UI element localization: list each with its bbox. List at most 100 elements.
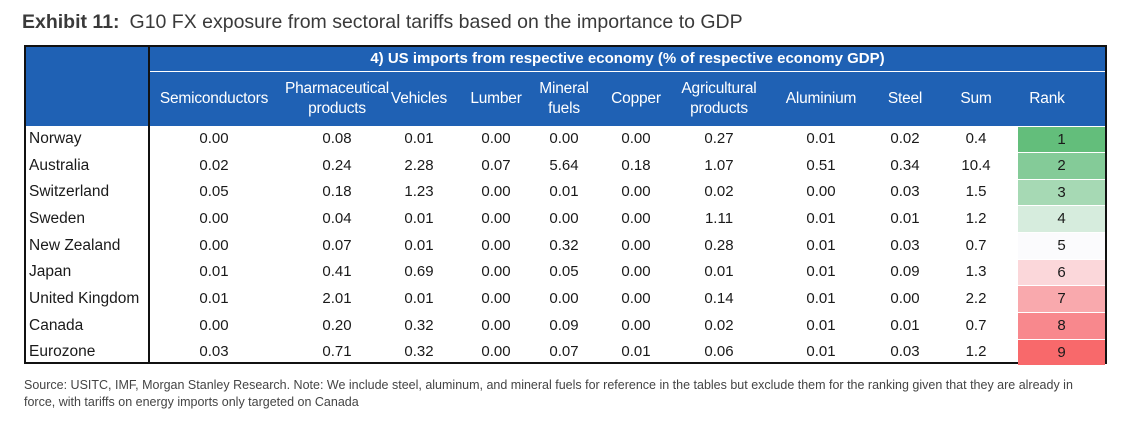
data-table: 4) US imports from respective economy (%… <box>24 45 1107 366</box>
row-country: Switzerland <box>29 183 110 201</box>
table-cell: 0.14 <box>704 289 734 307</box>
table-cell: 0.01 <box>806 236 836 254</box>
table-cell: 0.02 <box>704 183 734 201</box>
table-cell: 0.01 <box>199 263 229 281</box>
table-cell: 0.00 <box>549 289 579 307</box>
rank-cell: 3 <box>1018 179 1105 206</box>
table-cell: 0.18 <box>621 156 651 174</box>
table-caption: 4) US imports from respective economy (%… <box>150 47 1105 72</box>
table-cell: 0.71 <box>322 343 352 361</box>
table-cell: 0.34 <box>890 156 920 174</box>
table-cell: 0.06 <box>704 343 734 361</box>
table-cell: 0.02 <box>199 156 229 174</box>
column-header: Semiconductors <box>159 89 269 107</box>
country-header <box>26 47 148 126</box>
table-cell: 0.09 <box>890 263 920 281</box>
table-cell: 0.4 <box>965 130 987 147</box>
table-cell: 0.03 <box>890 236 920 254</box>
row-country: Norway <box>29 130 82 147</box>
table-cell: 0.00 <box>621 289 651 307</box>
column-header: Agricultural products <box>681 79 757 117</box>
table-cell: 0.00 <box>621 236 651 254</box>
table-cell: 0.20 <box>322 316 352 334</box>
table-cell: 0.08 <box>322 130 352 147</box>
table-cell: 0.04 <box>322 209 352 227</box>
table-cell: 0.00 <box>549 130 579 147</box>
table-cell: 1.2 <box>965 343 987 361</box>
table-cell: 0.00 <box>481 263 511 281</box>
table-cell: 0.18 <box>322 183 352 201</box>
table-cell: 0.00 <box>621 263 651 281</box>
table-cell: 0.41 <box>322 263 352 281</box>
table-cell: 0.00 <box>199 236 229 254</box>
table-cell: 0.00 <box>621 209 651 227</box>
table-cell: 0.01 <box>806 209 836 227</box>
rank-cell: 6 <box>1018 259 1105 286</box>
row-country: Australia <box>29 156 90 174</box>
column-header: Aluminium <box>785 89 857 107</box>
table-cell: 0.01 <box>806 289 836 307</box>
table-cell: 0.00 <box>806 183 836 201</box>
table-cell: 0.28 <box>704 236 734 254</box>
table-cell: 0.05 <box>549 263 579 281</box>
table-cell: 0.7 <box>965 316 987 334</box>
rank-cell: 2 <box>1018 153 1105 179</box>
table-cell: 0.00 <box>621 316 651 334</box>
column-header: Mineral fuels <box>539 79 589 117</box>
table-cell: 0.27 <box>704 130 734 147</box>
table-cell: 0.24 <box>322 156 352 174</box>
table-cell: 0.07 <box>549 343 579 361</box>
table-cell: 0.00 <box>481 343 511 361</box>
table-cell: 0.02 <box>704 316 734 334</box>
table-cell: 2.28 <box>404 156 434 174</box>
table-cell: 0.03 <box>890 183 920 201</box>
exhibit-title: Exhibit 11: G10 FX exposure from sectoral… <box>22 8 743 36</box>
table-cell: 2.01 <box>322 289 352 307</box>
table-cell: 0.69 <box>404 263 434 281</box>
column-header: Pharmaceutical products <box>284 79 390 117</box>
table-cell: 0.01 <box>806 263 836 281</box>
table-cell: 0.01 <box>404 236 434 254</box>
country-column <box>26 47 150 362</box>
exhibit-label: Exhibit 11: <box>22 11 120 33</box>
table-cell: 0.01 <box>404 209 434 227</box>
rank-cell: 9 <box>1018 339 1105 366</box>
table-cell: 0.00 <box>481 130 511 147</box>
table-cell: 5.64 <box>549 156 579 174</box>
rank-cell: 8 <box>1018 313 1105 339</box>
column-header: Steel <box>887 89 923 107</box>
table-cell: 1.07 <box>704 156 734 174</box>
table-header: 4) US imports from respective economy (%… <box>150 47 1105 126</box>
table-cell: 0.00 <box>481 183 511 201</box>
table-cell: 0.00 <box>199 209 229 227</box>
row-country: Japan <box>29 263 72 281</box>
table-cell: 0.32 <box>549 236 579 254</box>
table-cell: 0.00 <box>199 316 229 334</box>
table-cell: 0.09 <box>549 316 579 334</box>
table-cell: 0.01 <box>890 316 920 334</box>
table-cell: 0.01 <box>806 343 836 361</box>
values-area: 4) US imports from respective economy (%… <box>150 47 1105 362</box>
table-cell: 0.00 <box>549 209 579 227</box>
table-cell: 0.00 <box>621 183 651 201</box>
table-cell: 0.07 <box>322 236 352 254</box>
table-cell: 0.02 <box>890 130 920 147</box>
table-cell: 0.03 <box>199 343 229 361</box>
column-header: Vehicles <box>390 89 448 107</box>
column-header: Lumber <box>470 89 522 107</box>
table-cell: 0.32 <box>404 316 434 334</box>
column-header: Copper <box>611 89 661 107</box>
table-cell: 0.01 <box>404 130 434 147</box>
table-cell: 0.00 <box>621 130 651 147</box>
table-cell: 0.00 <box>199 130 229 147</box>
table-cell: 0.01 <box>890 209 920 227</box>
table-cell: 0.00 <box>481 289 511 307</box>
table-cell: 0.01 <box>806 316 836 334</box>
table-cell: 1.5 <box>965 183 987 201</box>
table-cell: 1.2 <box>965 209 987 227</box>
table-cell: 1.11 <box>704 209 734 227</box>
table-cell: 0.00 <box>481 236 511 254</box>
table-cell: 0.01 <box>199 289 229 307</box>
rank-cell: 4 <box>1018 206 1105 232</box>
table-cell: 0.51 <box>806 156 836 174</box>
